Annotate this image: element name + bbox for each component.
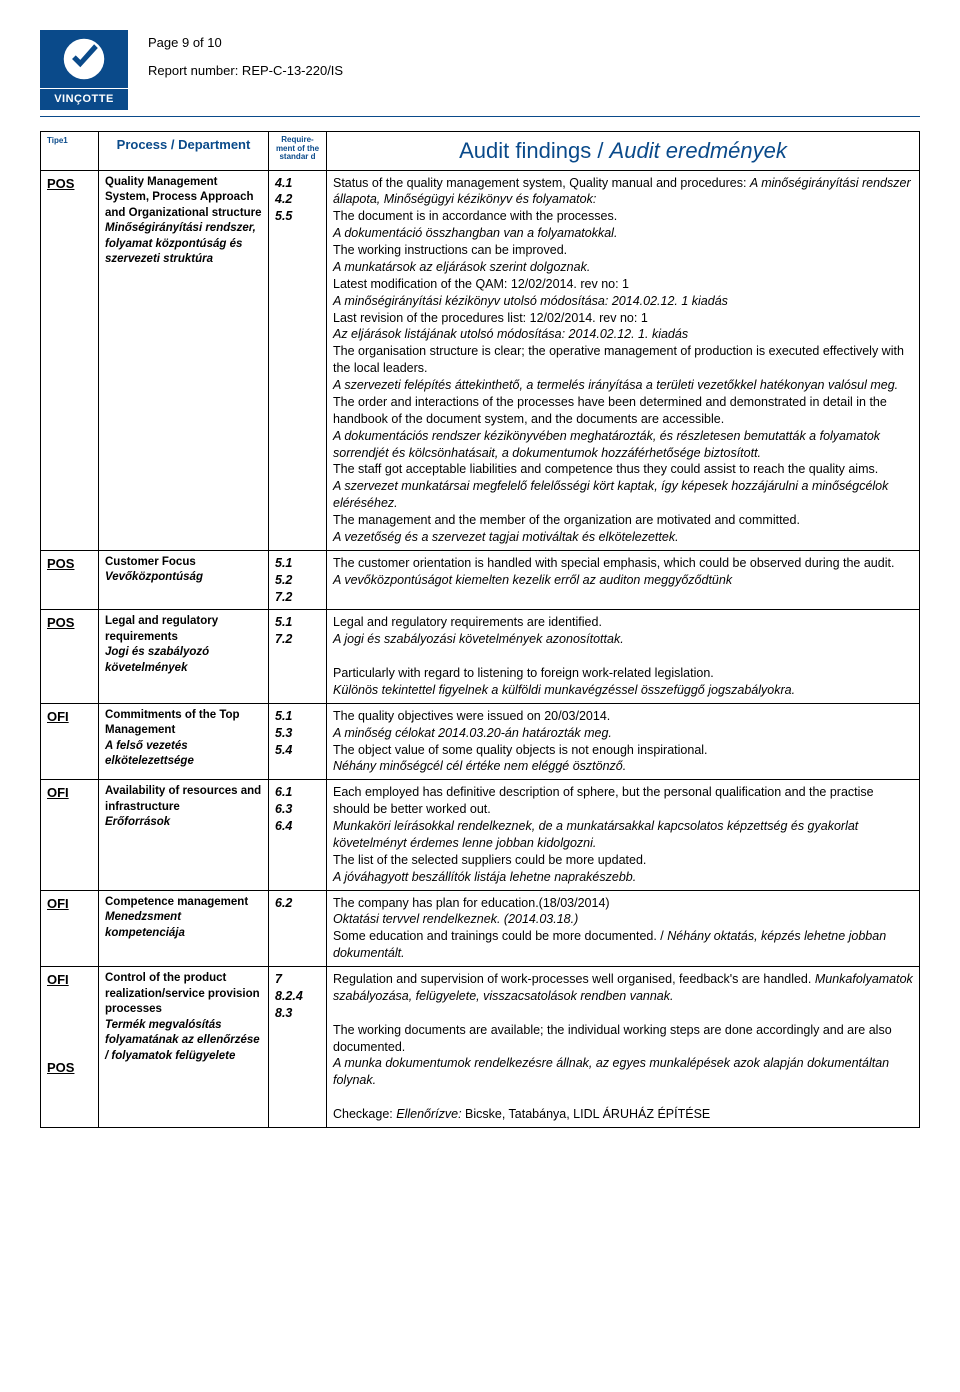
- process-cell: Availability of resources and infrastruc…: [99, 780, 269, 890]
- page-number: Page 9 of 10: [148, 34, 343, 52]
- requirement-cell: 5.15.35.4: [269, 703, 327, 780]
- requirement-cell: 6.2: [269, 890, 327, 967]
- vincotte-logo: VINÇOTTE: [40, 30, 128, 110]
- type-cell: POS: [41, 170, 99, 550]
- findings-cell: The quality objectives were issued on 20…: [327, 703, 920, 780]
- process-cell: Customer FocusVevőközpontúság: [99, 550, 269, 610]
- findings-cell: The customer orientation is handled with…: [327, 550, 920, 610]
- table-row: POSCustomer FocusVevőközpontúság5.15.27.…: [41, 550, 920, 610]
- report-number: Report number: REP-C-13-220/IS: [148, 62, 343, 80]
- col-header-process: Process / Department: [99, 131, 269, 170]
- requirement-cell: 4.14.25.5: [269, 170, 327, 550]
- table-row: OFIPOSControl of the product realization…: [41, 967, 920, 1128]
- findings-cell: The company has plan for education.(18/0…: [327, 890, 920, 967]
- table-row: OFICommitments of the Top ManagementA fe…: [41, 703, 920, 780]
- requirement-cell: 5.15.27.2: [269, 550, 327, 610]
- process-cell: Control of the product realization/servi…: [99, 967, 269, 1128]
- type-cell: OFI: [41, 703, 99, 780]
- process-cell: Competence managementMenedzsment kompete…: [99, 890, 269, 967]
- findings-cell: Regulation and supervision of work-proce…: [327, 967, 920, 1128]
- table-row: POSLegal and regulatory requirementsJogi…: [41, 610, 920, 703]
- audit-findings-table: Tipe1 Process / Department Require- ment…: [40, 131, 920, 1128]
- process-cell: Legal and regulatory requirementsJogi és…: [99, 610, 269, 703]
- findings-cell: Legal and regulatory requirements are id…: [327, 610, 920, 703]
- page-header: VINÇOTTE Page 9 of 10 Report number: REP…: [40, 30, 920, 110]
- findings-header-en: Audit findings: [459, 138, 591, 163]
- type-cell: OFIPOS: [41, 967, 99, 1128]
- checkmark-icon: [61, 36, 107, 82]
- findings-header-hu: Audit eredmények: [610, 138, 787, 163]
- table-row: POSQuality Management System, Process Ap…: [41, 170, 920, 550]
- process-cell: Quality Management System, Process Appro…: [99, 170, 269, 550]
- col-header-requirement: Require- ment of the standar d: [269, 131, 327, 170]
- process-cell: Commitments of the Top ManagementA felső…: [99, 703, 269, 780]
- findings-cell: Each employed has definitive description…: [327, 780, 920, 890]
- requirement-cell: 6.16.36.4: [269, 780, 327, 890]
- type-cell: OFI: [41, 890, 99, 967]
- col-header-findings: Audit findings / Audit eredmények: [327, 131, 920, 170]
- type-cell: POS: [41, 610, 99, 703]
- table-row: OFICompetence managementMenedzsment komp…: [41, 890, 920, 967]
- table-row: OFIAvailability of resources and infrast…: [41, 780, 920, 890]
- type-cell: OFI: [41, 780, 99, 890]
- logo-text: VINÇOTTE: [40, 88, 128, 110]
- requirement-cell: 78.2.48.3: [269, 967, 327, 1128]
- findings-cell: Status of the quality management system,…: [327, 170, 920, 550]
- requirement-cell: 5.17.2: [269, 610, 327, 703]
- header-divider: [40, 116, 920, 117]
- type-cell: POS: [41, 550, 99, 610]
- col-header-type: Tipe1: [41, 131, 99, 170]
